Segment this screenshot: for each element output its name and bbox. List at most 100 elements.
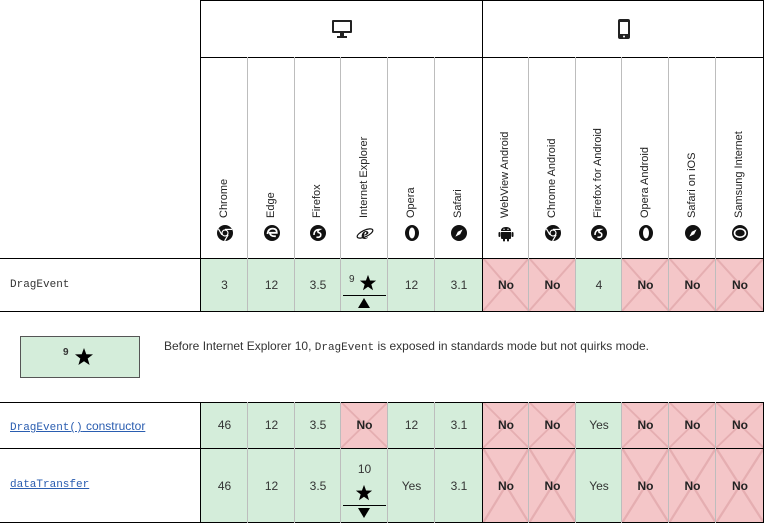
expand-triangle-icon[interactable]: [358, 508, 370, 518]
support-cell[interactable]: 12: [248, 258, 295, 311]
unsupported-cross-icon: [529, 402, 576, 448]
support-cell[interactable]: 3.5: [295, 402, 341, 448]
support-cell[interactable]: 3.5: [295, 448, 341, 523]
browser-header-safari-on-ios: Safari on iOS: [685, 152, 698, 218]
browser-header-samsung-internet: Samsung Internet: [733, 131, 745, 218]
feature-dragevent-constructor[interactable]: DragEvent() constructor: [10, 419, 146, 434]
support-cell[interactable]: No: [669, 448, 716, 523]
feature-datatransfer-link[interactable]: dataTransfer: [10, 479, 90, 491]
support-value: 46: [217, 418, 232, 432]
support-cell[interactable]: No: [622, 448, 669, 523]
support-cell[interactable]: No: [716, 402, 764, 448]
support-value: No: [684, 277, 701, 292]
support-value: No: [637, 478, 654, 493]
browser-header-webview-android: WebView Android: [499, 131, 511, 218]
support-cell[interactable]: No: [716, 258, 764, 311]
browser-header-chrome: Chrome: [217, 178, 230, 218]
note-badge-version: 9: [63, 347, 69, 358]
unsupported-cross-icon: [622, 258, 669, 311]
support-value: No: [684, 478, 701, 493]
note-badge: 9: [20, 336, 140, 378]
support-cell[interactable]: No: [483, 402, 529, 448]
support-value: No: [498, 418, 514, 432]
support-cell[interactable]: 3.1: [435, 448, 483, 523]
star-icon: [75, 348, 93, 365]
support-cell[interactable]: 3.1: [435, 402, 483, 448]
support-cell[interactable]: 3.5: [295, 258, 341, 311]
support-cell[interactable]: Yes: [576, 448, 622, 523]
support-value: Yes: [589, 418, 609, 432]
support-cell[interactable]: 3: [201, 258, 248, 311]
unsupported-cross-icon: [669, 448, 716, 523]
browser-header-opera-android: Opera Android: [638, 147, 651, 218]
support-cell[interactable]: 12: [248, 402, 295, 448]
svg-text:e: e: [361, 224, 369, 242]
support-cell[interactable]: 46: [201, 402, 248, 448]
chrome-icon: [544, 225, 561, 242]
browser-header-edge: Edge: [264, 192, 277, 218]
support-cell[interactable]: No: [529, 402, 576, 448]
support-cell[interactable]: 12: [388, 258, 435, 311]
browser-header-safari: Safari: [452, 189, 464, 218]
support-value: No: [544, 478, 561, 493]
support-value: 3.1: [450, 478, 468, 493]
unsupported-cross-icon: [716, 402, 764, 448]
unsupported-cross-icon: [529, 258, 576, 311]
support-cell[interactable]: 12: [248, 448, 295, 523]
support-cell[interactable]: Yes: [388, 448, 435, 523]
support-cell[interactable]: No: [622, 402, 669, 448]
platform-desktop-header: [201, 0, 483, 57]
support-cell[interactable]: No: [669, 258, 716, 311]
support-cell[interactable]: 10: [341, 448, 388, 523]
support-value: Yes: [401, 478, 422, 493]
support-value: 3.1: [450, 277, 468, 292]
support-cell[interactable]: No: [669, 402, 716, 448]
firefox-icon: [310, 225, 326, 241]
support-value: 3.5: [309, 418, 327, 432]
support-cell[interactable]: No: [529, 258, 576, 311]
unsupported-cross-icon: [716, 448, 764, 523]
support-value: No: [732, 478, 748, 493]
support-cell[interactable]: Yes: [576, 402, 622, 448]
browser-header-chrome-android: Chrome Android: [545, 138, 558, 219]
unsupported-cross-icon: [622, 402, 669, 448]
browser-header-internet-explorer: Internet Explorer: [357, 136, 370, 218]
star-icon: [355, 484, 373, 501]
unsupported-cross-icon: [483, 258, 529, 311]
collapse-triangle-icon[interactable]: [358, 298, 370, 308]
support-value: 3.1: [450, 418, 468, 432]
feature-dragevent-constructor-link[interactable]: DragEvent(): [10, 422, 83, 434]
unsupported-cross-icon: [669, 402, 716, 448]
support-value: 12: [264, 277, 279, 292]
feature-datatransfer[interactable]: dataTransfer: [10, 479, 89, 491]
support-cell[interactable]: 4: [576, 258, 622, 311]
unsupported-cross-icon: [716, 258, 764, 311]
support-cell[interactable]: 9: [341, 258, 388, 311]
support-cell[interactable]: 3.1: [435, 258, 483, 311]
support-value: 3: [221, 277, 228, 292]
ie-icon: e: [356, 224, 373, 242]
support-cell[interactable]: No: [341, 402, 388, 448]
browser-header-opera: Opera: [404, 187, 417, 218]
support-cell[interactable]: No: [483, 448, 529, 523]
unsupported-cross-icon: [483, 402, 529, 448]
support-value: 46: [217, 478, 232, 493]
support-value: No: [498, 277, 514, 292]
note-code: DragEvent: [314, 342, 375, 354]
support-value: 9: [349, 274, 355, 285]
support-value: 4: [595, 277, 603, 292]
browser-header-firefox: Firefox: [311, 184, 323, 218]
android-icon: [498, 227, 514, 242]
firefox-icon: [591, 225, 607, 241]
support-value: 12: [264, 478, 279, 493]
support-cell[interactable]: No: [622, 258, 669, 311]
unsupported-cross-icon: [529, 448, 576, 523]
support-cell[interactable]: 46: [201, 448, 248, 523]
support-value: No: [637, 418, 654, 432]
support-cell[interactable]: No: [716, 448, 764, 523]
support-cell[interactable]: No: [529, 448, 576, 523]
support-value: No: [732, 277, 748, 292]
support-cell[interactable]: 12: [388, 402, 435, 448]
support-cell[interactable]: No: [483, 258, 529, 311]
